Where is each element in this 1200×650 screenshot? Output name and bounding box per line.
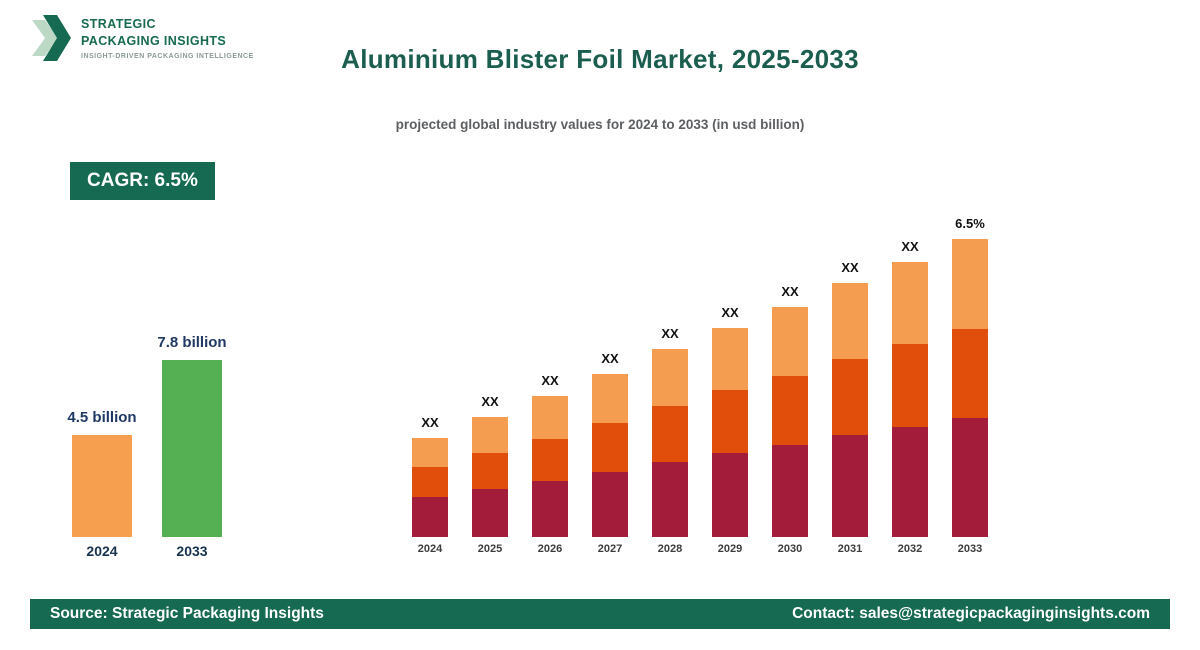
middle-segment (652, 406, 688, 462)
top-segment (412, 438, 448, 467)
brand-name-line2: PACKAGING INSIGHTS (81, 33, 227, 48)
top-segment (832, 283, 868, 359)
x-axis-label: 2026 (537, 543, 563, 555)
x-axis-label: 2030 (777, 543, 803, 555)
page-subtitle: projected global industry values for 202… (395, 117, 805, 132)
stacked-bar-group: XX 2030 (772, 284, 808, 555)
x-axis-label: 2025 (477, 543, 503, 555)
stacked-bar-chart: XX 2024 XX 2025 XX 2026 XX 2027 XX 2028 XX 2029 XX 20… (412, 216, 988, 555)
brand-tagline: INSIGHT-DRIVEN PACKAGING INTELLIGENCE (81, 52, 254, 60)
top-segment (772, 307, 808, 376)
brand-chevron-icon (32, 15, 71, 61)
footer-bar: Source: Strategic Packaging Insights Con… (30, 599, 1170, 629)
bottom-segment (952, 418, 988, 537)
middle-segment (952, 329, 988, 418)
x-axis-label: 2032 (897, 543, 923, 555)
x-axis-label: 2031 (837, 543, 863, 555)
middle-segment (532, 439, 568, 481)
bottom-segment (532, 481, 568, 537)
brand-logo: STRATEGIC PACKAGING INSIGHTS INSIGHT-DRI… (30, 12, 254, 64)
x-axis-label: 2028 (657, 543, 683, 555)
stacked-bar-group: XX 2026 (532, 373, 568, 555)
x-axis-label: 2024 (417, 543, 443, 555)
middle-segment (892, 344, 928, 427)
stacked-bar-group: XX 2025 (472, 394, 508, 555)
top-segment (652, 349, 688, 406)
page-title: Aluminium Blister Foil Market, 2025-2033 (341, 44, 859, 74)
bar (72, 435, 132, 537)
bottom-segment (472, 489, 508, 537)
bottom-segment (772, 445, 808, 537)
stacked-bar-group: 6.5% 2033 (952, 216, 988, 555)
bar-value-label: XX (721, 305, 739, 320)
bottom-segment (892, 427, 928, 537)
x-axis-label: 2024 (86, 543, 118, 559)
bottom-segment (712, 453, 748, 537)
stacked-bar-group: XX 2027 (592, 351, 628, 555)
bar-value-label: 6.5% (955, 216, 985, 231)
bar-value-label: XX (601, 351, 619, 366)
top-segment (712, 328, 748, 390)
bottom-segment (652, 462, 688, 537)
stacked-bar-group: XX 2024 (412, 415, 448, 555)
brand-wordmark: STRATEGIC PACKAGING INSIGHTS INSIGHT-DRI… (81, 16, 254, 60)
mini-bar-group: 7.8 billion 2033 (157, 334, 226, 559)
footer-contact: Contact: sales@strategicpackaginginsight… (792, 605, 1150, 622)
middle-segment (772, 376, 808, 445)
top-segment (952, 239, 988, 329)
middle-segment (472, 453, 508, 489)
bar-value-label: XX (781, 284, 799, 299)
top-segment (472, 417, 508, 453)
middle-segment (712, 390, 748, 453)
bar-value-label: 7.8 billion (157, 334, 227, 351)
x-axis-label: 2033 (176, 543, 208, 559)
bottom-segment (832, 435, 868, 537)
stacked-bar-group: XX 2029 (712, 305, 748, 555)
bar-value-label: 4.5 billion (67, 409, 137, 426)
stacked-bar-group: XX 2031 (832, 260, 868, 555)
cagr-badge: CAGR: 6.5% (70, 162, 215, 200)
brand-name-line1: STRATEGIC (81, 17, 156, 32)
x-axis-label: 2029 (717, 543, 743, 555)
top-segment (532, 396, 568, 439)
bar (162, 360, 222, 537)
bar-value-label: XX (541, 373, 559, 388)
footer-source: Source: Strategic Packaging Insights (50, 605, 324, 622)
bottom-segment (592, 472, 628, 537)
bottom-segment (412, 497, 448, 537)
bar-value-label: XX (481, 394, 499, 409)
middle-segment (412, 467, 448, 497)
x-axis-label: 2033 (957, 543, 983, 555)
top-segment (892, 262, 928, 344)
stacked-bar-group: XX 2028 (652, 326, 688, 555)
bar-value-label: XX (841, 260, 859, 275)
bar-value-label: XX (421, 415, 439, 430)
middle-segment (832, 359, 868, 435)
stacked-bar-group: XX 2032 (892, 239, 928, 555)
bar-value-label: XX (661, 326, 679, 341)
middle-segment (592, 423, 628, 472)
x-axis-label: 2027 (597, 543, 623, 555)
bar-value-label: XX (901, 239, 919, 254)
top-segment (592, 374, 628, 423)
mini-bar-chart: 4.5 billion 2024 7.8 billion 2033 (67, 334, 226, 559)
mini-bar-group: 4.5 billion 2024 (67, 409, 136, 559)
